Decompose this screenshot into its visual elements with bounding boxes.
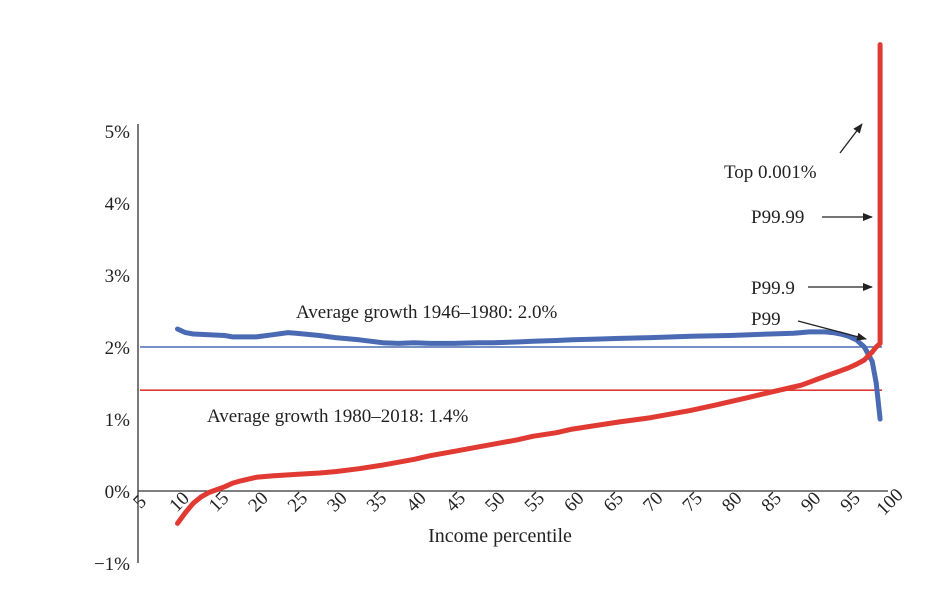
- y-tick-label: 2%: [105, 338, 131, 359]
- annotation-label: P99.99: [751, 207, 804, 228]
- reference-line-label: Average growth 1980–2018: 1.4%: [207, 406, 469, 427]
- annotation-label: P99: [751, 309, 781, 330]
- x-tick-label: 100: [873, 485, 908, 520]
- x-tick-label: 70: [639, 488, 667, 516]
- annotation-label: P99.9: [751, 278, 795, 299]
- x-tick-label: 55: [521, 488, 549, 516]
- x-tick-label: 40: [402, 488, 430, 516]
- x-tick-label: 30: [323, 488, 351, 516]
- annotations: Top 0.001% P99.99 P99.9 P99: [724, 123, 873, 341]
- y-tick-label: −1%: [94, 554, 130, 575]
- x-tick-label: 25: [284, 488, 312, 516]
- x-tick-label: 50: [481, 488, 509, 516]
- y-axis: 5% 4% 3% 2% 1% 0% −1%: [94, 122, 139, 575]
- x-tick-label: 5: [129, 491, 151, 513]
- x-tick-label: 20: [244, 488, 272, 516]
- annotation-arrow: [839, 123, 863, 154]
- reference-line-label: Average growth 1946–1980: 2.0%: [296, 302, 558, 323]
- series-line: [175, 42, 883, 526]
- x-tick-label: 85: [758, 488, 786, 516]
- x-tick-label: 45: [442, 488, 470, 516]
- x-tick-label: 35: [363, 488, 391, 516]
- x-tick-label: 80: [718, 488, 746, 516]
- annotation-label: Top 0.001%: [724, 162, 817, 183]
- x-axis-title: Income percentile: [428, 525, 572, 547]
- x-tick-label: 10: [165, 488, 193, 516]
- annotation-arrow: [797, 320, 867, 341]
- y-tick-label: 1%: [105, 410, 131, 431]
- x-tick-label: 95: [836, 488, 864, 516]
- y-tick-label: 4%: [105, 194, 131, 215]
- x-tick-label: 90: [797, 488, 825, 516]
- x-tick-label: 65: [600, 488, 628, 516]
- x-axis: 5 10 15 20 25 30 35 40 45 50 55 60 65 70 75 80 85 90 95 100: [129, 485, 907, 520]
- y-tick-label: 3%: [105, 266, 131, 287]
- series-line: [175, 326, 883, 422]
- reference-lines: Average growth 1946–1980: 2.0% Average gr…: [140, 302, 882, 427]
- series-lines: [175, 42, 883, 526]
- x-tick-label: 60: [560, 488, 588, 516]
- y-tick-label: 0%: [105, 482, 131, 503]
- y-tick-label: 5%: [105, 122, 131, 143]
- x-tick-label: 75: [679, 488, 707, 516]
